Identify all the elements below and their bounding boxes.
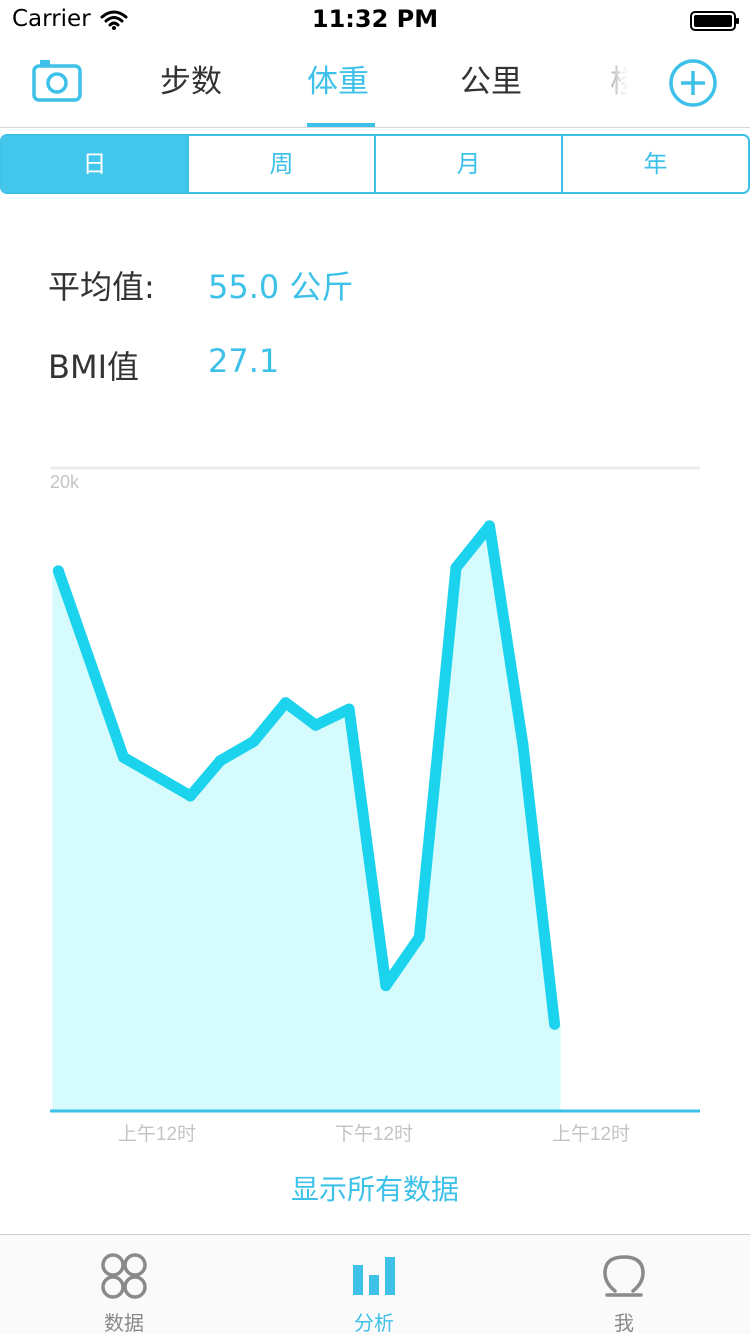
x-tick-label-2: 下午12时 — [335, 1123, 413, 1145]
chart-series-line — [52, 520, 561, 1030]
tabbar-label-me: 我 — [614, 1311, 634, 1334]
chart-point-11 — [450, 562, 462, 574]
tab-steps[interactable]: 步数 — [160, 64, 222, 100]
camera-icon[interactable] — [32, 58, 82, 104]
active-tab-indicator — [307, 123, 375, 127]
tabbar-item-me[interactable]: 我 — [564, 1235, 684, 1334]
wifi-icon — [100, 10, 128, 30]
tabbar-item-analysis[interactable]: 分析 — [314, 1235, 434, 1334]
segment-week[interactable]: 周 — [187, 136, 374, 192]
x-tick-label-1: 上午12时 — [118, 1123, 196, 1145]
tab-weight[interactable]: 体重 — [307, 64, 369, 100]
status-bar: Carrier 11:32 PM — [0, 0, 750, 40]
average-label: 平均值: — [48, 268, 155, 306]
chart-point-3 — [184, 790, 196, 802]
chart-point-5 — [248, 735, 260, 747]
header-bar: 步数 体重 公里 楼 — [0, 40, 750, 128]
average-value: 55.0 公斤 — [208, 268, 354, 306]
chart-point-14 — [549, 1018, 561, 1030]
chart-point-6 — [280, 697, 292, 709]
weight-chart: 20k 上午12时 下午12时 上午12时 — [0, 440, 750, 1160]
status-time: 11:32 PM — [311, 5, 439, 33]
bmi-value: 27.1 — [208, 342, 280, 380]
tabbar-label-analysis: 分析 — [354, 1311, 394, 1334]
data-grid-icon — [101, 1253, 147, 1299]
profile-icon — [603, 1255, 645, 1297]
tabbar-item-data[interactable]: 数据 — [64, 1235, 184, 1334]
chart-point-13 — [517, 738, 529, 750]
chart-point-2 — [118, 751, 130, 763]
y-tick-label: 20k — [50, 472, 80, 492]
chart-point-4 — [214, 755, 226, 767]
chart-point-7 — [310, 719, 322, 731]
bar-chart-icon — [353, 1257, 395, 1295]
segment-month[interactable]: 月 — [374, 136, 561, 192]
segment-day[interactable]: 日 — [2, 136, 187, 192]
chart-area-fill — [52, 525, 561, 1111]
tab-kilometers[interactable]: 公里 — [460, 64, 522, 100]
chart-point-10 — [413, 931, 425, 943]
tabbar-label-data: 数据 — [104, 1311, 144, 1334]
segment-year[interactable]: 年 — [561, 136, 748, 192]
x-tick-label-3: 上午12时 — [552, 1123, 630, 1145]
battery-icon — [690, 11, 739, 31]
chart-point-12 — [483, 520, 495, 532]
period-segmented-control: 日 周 月 年 — [0, 134, 750, 194]
tab-scroll-fade — [580, 50, 660, 116]
chart-point-8 — [343, 703, 355, 715]
chart-point-9 — [380, 980, 392, 992]
chart-point-1 — [52, 565, 64, 577]
bottom-tab-bar: 数据 分析 我 — [0, 1234, 750, 1334]
add-icon[interactable] — [668, 58, 718, 108]
chart-svg: 20k 上午12时 下午12时 上午12时 — [50, 466, 700, 1145]
show-all-data-link[interactable]: 显示所有数据 — [290, 1173, 459, 1206]
bmi-label: BMI值 — [48, 348, 140, 386]
carrier-label: Carrier — [12, 6, 91, 32]
